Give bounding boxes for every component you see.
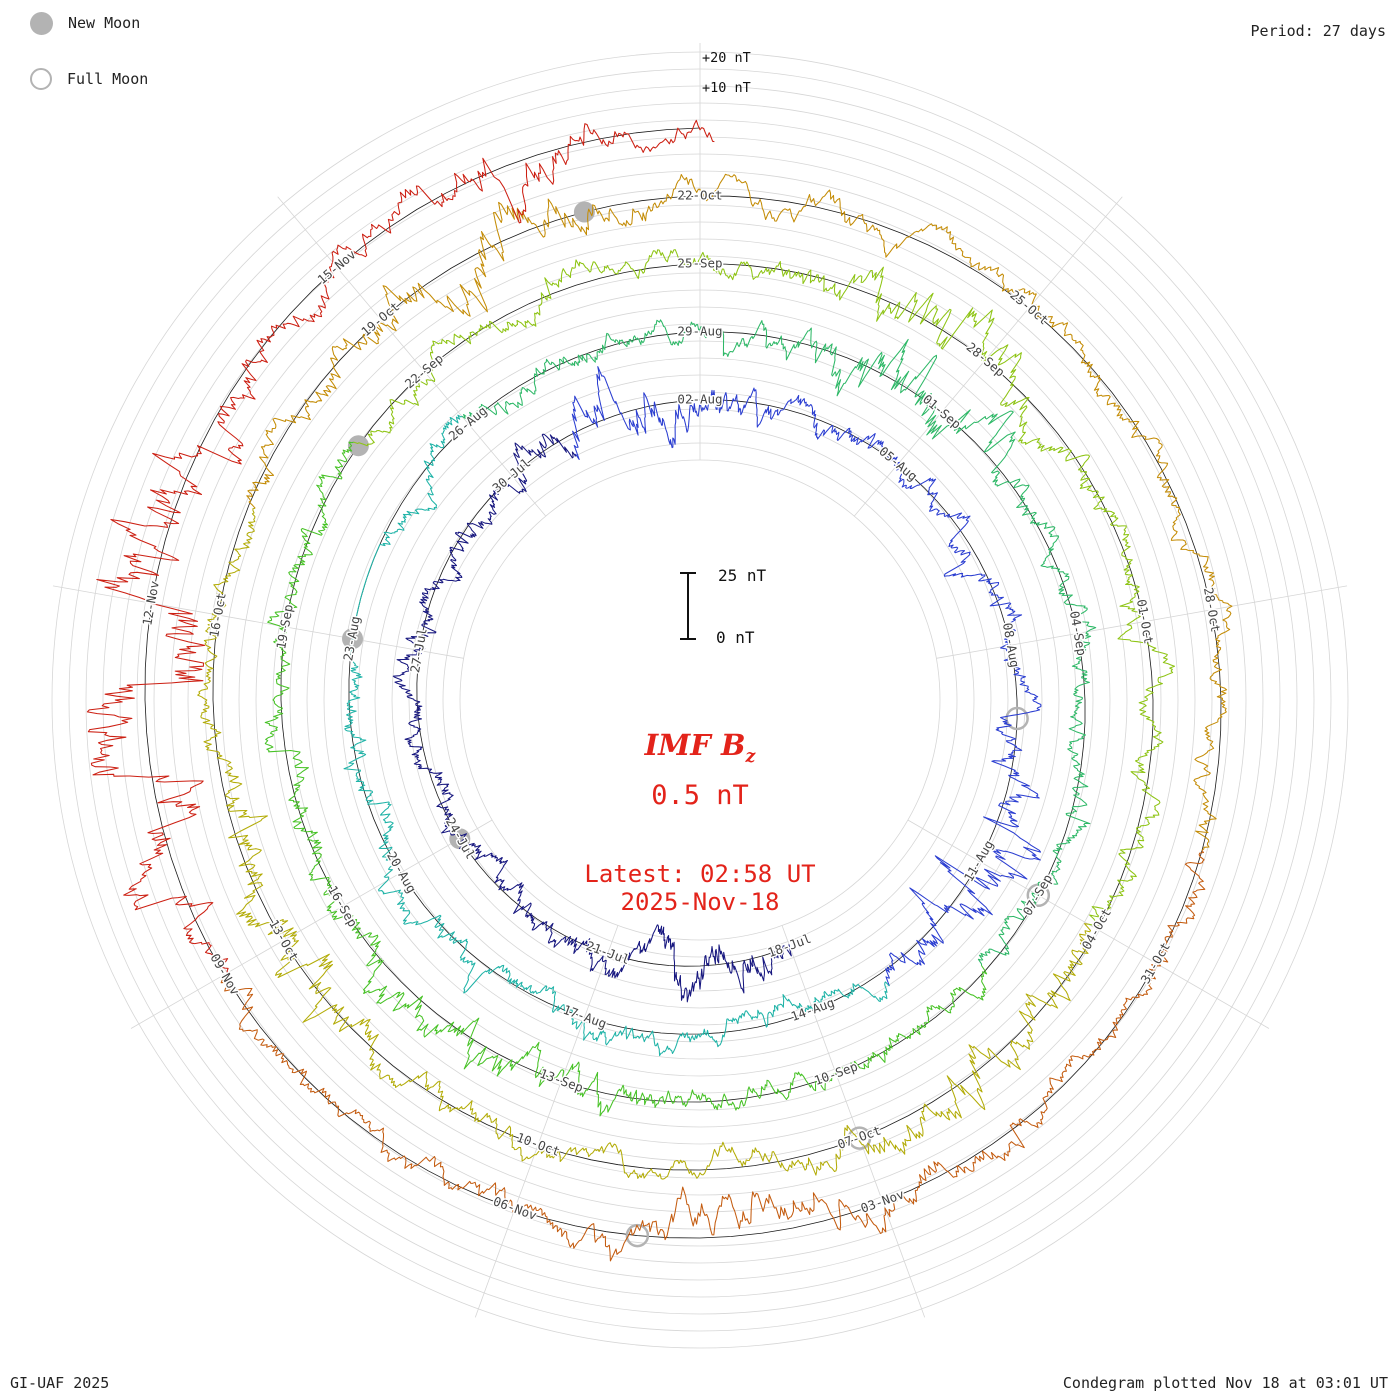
scale-bar	[680, 572, 696, 640]
period-label: Period: 27 days	[1250, 22, 1386, 40]
chart-title: IMF Bz	[500, 728, 900, 767]
trace-segment	[353, 249, 1176, 927]
date-label: 17-Aug	[561, 1002, 609, 1032]
trace-segment	[392, 433, 792, 1003]
date-label: 22-Sep	[402, 351, 446, 392]
new-moon-marker	[573, 201, 595, 223]
date-label: 19-Sep	[273, 603, 296, 650]
chart-title-subscript: z	[745, 746, 756, 767]
bz-trace	[86, 119, 1233, 1262]
legend-new-moon-label: New Moon	[68, 14, 141, 32]
current-value: 0.5 nT	[651, 780, 749, 811]
date-label: 06-Nov	[491, 1193, 539, 1223]
moon-legend: New Moon Full Moon	[30, 10, 148, 122]
date-label: 25-Sep	[677, 256, 722, 271]
date-label: 10-Oct	[515, 1129, 563, 1159]
latest-time-label: Latest: 02:58 UT	[584, 860, 816, 888]
trace-segment	[197, 507, 1092, 1180]
date-label: 29-Aug	[677, 324, 722, 339]
legend-full-moon: Full Moon	[30, 66, 148, 92]
date-label: 12-Nov	[139, 580, 162, 627]
date-label: 02-Aug	[677, 392, 722, 407]
grid	[51, 43, 1349, 1349]
radial-label-plus20: +20 nT	[702, 50, 751, 66]
full-moon-marker	[847, 1126, 872, 1150]
radial-label-plus10: +10 nT	[702, 80, 751, 96]
new-moon-marker	[449, 828, 471, 850]
scale-bar-line	[687, 574, 689, 638]
trace-segment	[246, 173, 1233, 851]
trace-segment	[343, 414, 890, 1057]
trace-segment	[461, 319, 1097, 966]
date-label: 24-Jul	[443, 815, 479, 862]
date-label: 26-Aug	[446, 403, 490, 444]
plotted-timestamp-label: Condegram plotted Nov 18 at 03:01 UT	[1062, 1374, 1388, 1392]
baseline-spiral	[144, 127, 1222, 1239]
new-moon-marker	[347, 435, 369, 457]
date-label: 10-Sep	[812, 1058, 860, 1088]
legend-new-moon: New Moon	[30, 10, 148, 36]
trace-segment	[571, 366, 1042, 987]
date-label: 05-Aug	[876, 443, 920, 484]
full-moon-icon	[30, 68, 52, 90]
latest-date-label: 2025-Nov-18	[620, 888, 780, 916]
credit-label: GI-UAF 2025	[10, 1374, 110, 1392]
date-label: 04-Oct	[1079, 905, 1115, 952]
date-label: 16-Sep	[325, 883, 361, 930]
full-moon-marker	[1005, 706, 1029, 731]
date-label: 30-Jul	[489, 455, 533, 496]
date-label: 22-Oct	[677, 188, 722, 203]
legend-full-moon-label: Full Moon	[67, 70, 149, 88]
date-label: 03-Nov	[859, 1186, 907, 1216]
date-label: 27-Jul	[407, 627, 430, 674]
date-label: 18-Jul	[766, 931, 814, 961]
date-label: 21-Jul	[584, 938, 632, 968]
date-label: 15-Nov	[314, 247, 358, 288]
scale-label-25nt: 25 nT	[718, 566, 767, 585]
date-label: 16-Oct	[206, 591, 229, 638]
trace-segment	[220, 849, 1206, 1262]
scale-label-0nt: 0 nT	[716, 628, 755, 647]
trace-segment	[86, 119, 715, 973]
chart-title-main: IMF B	[644, 728, 746, 762]
new-moon-icon	[30, 11, 53, 35]
moon-markers	[342, 201, 1051, 1248]
trace-segment	[264, 441, 988, 1117]
date-label: 14-Aug	[789, 995, 837, 1025]
